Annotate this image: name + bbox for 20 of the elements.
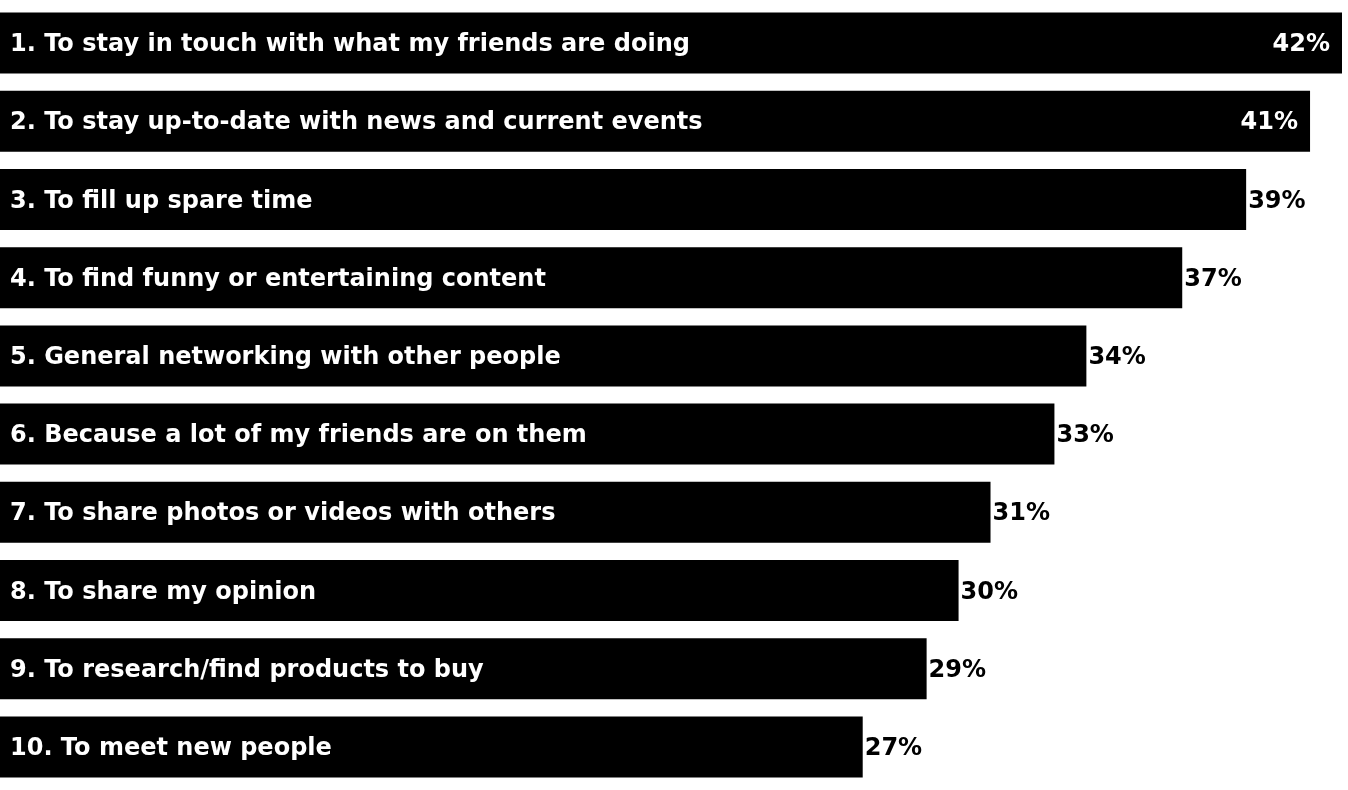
- y-tick-label: 2. To stay up-to-date with news and current events: [10, 107, 703, 136]
- y-tick-label: 7. To share photos or videos with others: [10, 498, 556, 527]
- y-tick-label: 10. To meet new people: [10, 732, 332, 761]
- data-label: 41%: [1240, 107, 1299, 136]
- y-tick-label: 1. To stay in touch with what my friends are doing: [10, 29, 690, 58]
- data-label: 37%: [1184, 263, 1242, 292]
- data-label: 33%: [1056, 420, 1114, 449]
- y-tick-label: 6. Because a lot of my friends are on them: [10, 420, 587, 449]
- y-tick-label: 4. To find funny or entertaining content: [10, 263, 546, 292]
- data-label: 39%: [1248, 185, 1306, 214]
- y-tick-label: 5. General networking with other people: [10, 341, 561, 370]
- y-tick-label: 8. To share my opinion: [10, 576, 317, 605]
- y-tick-label: 3. To fill up spare time: [10, 185, 313, 214]
- data-label: 27%: [864, 732, 923, 761]
- data-label: 42%: [1272, 29, 1330, 58]
- data-label: 29%: [928, 654, 987, 683]
- data-label: 34%: [1088, 341, 1146, 370]
- data-label: 30%: [960, 576, 1019, 605]
- y-tick-label: 9. To research/find products to buy: [10, 654, 485, 683]
- data-label: 31%: [992, 498, 1050, 527]
